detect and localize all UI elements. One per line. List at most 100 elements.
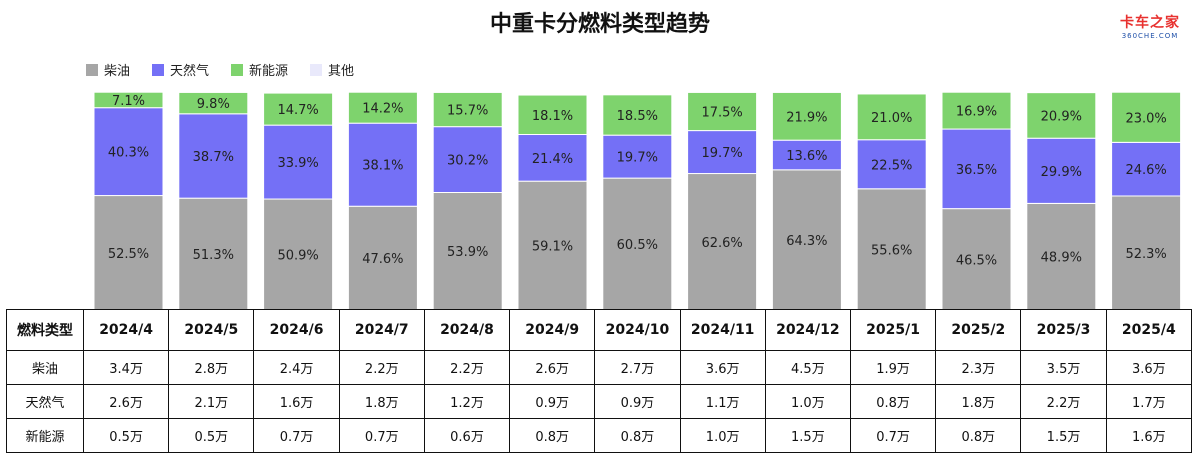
table-cell: 0.9万 bbox=[509, 384, 596, 419]
data-label: 18.5% bbox=[617, 109, 658, 124]
bar-segment bbox=[687, 173, 758, 311]
data-label: 62.6% bbox=[701, 236, 742, 251]
legend-label: 其他 bbox=[328, 64, 355, 79]
data-label: 51.3% bbox=[193, 248, 234, 263]
data-label: 13.6% bbox=[786, 149, 827, 164]
data-label: 21.0% bbox=[871, 111, 912, 126]
data-label: 19.7% bbox=[617, 151, 658, 166]
bar-segment bbox=[263, 198, 334, 311]
data-label: 23.0% bbox=[1125, 111, 1166, 126]
table-cell: 3.6万 bbox=[679, 350, 766, 385]
data-label: 36.5% bbox=[956, 163, 997, 178]
bar-segment bbox=[263, 124, 334, 200]
bar-segment bbox=[771, 139, 842, 171]
bar-segment bbox=[1111, 195, 1182, 311]
table-header-label: 燃料类型 bbox=[6, 309, 84, 351]
bar-segment bbox=[1111, 141, 1182, 197]
table-header-cell: 2024/12 bbox=[764, 309, 851, 351]
table-header-cell: 2024/8 bbox=[423, 309, 511, 351]
data-label: 38.1% bbox=[362, 159, 403, 174]
table-cell: 0.6万 bbox=[423, 418, 511, 453]
legend-swatch bbox=[231, 63, 244, 76]
bar-segment bbox=[602, 134, 673, 179]
table-cell: 0.7万 bbox=[253, 418, 340, 453]
bar-segment bbox=[771, 91, 842, 141]
table-cell: 0.8万 bbox=[509, 418, 596, 453]
table-header-cell: 2024/9 bbox=[509, 309, 596, 351]
legend-label: 柴油 bbox=[104, 64, 131, 79]
data-label: 33.9% bbox=[277, 156, 318, 171]
table-row: 天然气 2.6万 2.1万 1.6万 1.8万 1.2万 0.9万 0.9万 1.1万 1.0万 0… bbox=[6, 384, 1193, 419]
bar-segment bbox=[432, 91, 503, 128]
table-cell: 0.5万 bbox=[82, 418, 170, 453]
bar-segment bbox=[263, 92, 334, 126]
table-cell: 1.2万 bbox=[423, 384, 511, 419]
data-label: 18.1% bbox=[532, 109, 573, 124]
data-label: 59.1% bbox=[532, 240, 573, 255]
table-cell: 1.6万 bbox=[1105, 418, 1193, 453]
table-cell: 1.5万 bbox=[764, 418, 851, 453]
bar-segment bbox=[347, 122, 418, 207]
data-label: 20.9% bbox=[1041, 109, 1082, 124]
legend-item-natural-gas: 天然气 bbox=[152, 60, 209, 79]
chart-title: 中重卡分燃料类型趋势 bbox=[489, 12, 710, 37]
table-cell: 2.4万 bbox=[253, 350, 340, 385]
legend-label: 新能源 bbox=[249, 64, 289, 79]
data-label: 14.7% bbox=[277, 103, 318, 118]
data-label: 46.5% bbox=[956, 253, 997, 268]
bar-segment bbox=[1026, 92, 1097, 139]
table-cell: 4.5万 bbox=[764, 350, 851, 385]
bar-segment bbox=[687, 91, 758, 132]
data-label: 53.9% bbox=[447, 245, 488, 260]
legend-swatch bbox=[310, 63, 323, 76]
table-row-label: 柴油 bbox=[6, 350, 84, 385]
table-cell: 1.9万 bbox=[849, 350, 937, 385]
bar-segment bbox=[941, 128, 1012, 210]
bar-segment bbox=[517, 180, 588, 311]
data-label: 15.7% bbox=[447, 104, 488, 119]
bar-segment bbox=[517, 94, 588, 136]
table-header-cell: 2025/1 bbox=[849, 309, 937, 351]
table-cell: 0.8万 bbox=[594, 418, 681, 453]
table-cell: 0.8万 bbox=[935, 418, 1022, 453]
data-label: 17.5% bbox=[701, 106, 742, 121]
table-cell: 3.6万 bbox=[1105, 350, 1193, 385]
table-header-cell: 2024/7 bbox=[338, 309, 425, 351]
table-cell: 1.8万 bbox=[338, 384, 425, 419]
table-cell: 1.0万 bbox=[764, 384, 851, 419]
table-cell: 3.5万 bbox=[1020, 350, 1107, 385]
bar-segment bbox=[856, 93, 927, 141]
table-header-cell: 2024/5 bbox=[168, 309, 255, 351]
legend-item-new-energy: 新能源 bbox=[231, 60, 288, 79]
bar-segment bbox=[1111, 91, 1182, 143]
table-header-cell: 2024/10 bbox=[594, 309, 681, 351]
table-cell: 0.9万 bbox=[594, 384, 681, 419]
table-header-cell: 2025/3 bbox=[1020, 309, 1107, 351]
data-label: 16.9% bbox=[956, 105, 997, 120]
table-cell: 0.8万 bbox=[849, 384, 937, 419]
legend-item-other: 其他 bbox=[310, 60, 354, 79]
data-label: 52.5% bbox=[108, 247, 149, 262]
table-cell: 1.5万 bbox=[1020, 418, 1107, 453]
brand-logo: 卡车之家 360CHE.COM bbox=[1120, 12, 1180, 40]
table-row-label: 天然气 bbox=[6, 384, 84, 419]
table-cell: 0.7万 bbox=[338, 418, 425, 453]
data-label: 64.3% bbox=[786, 234, 827, 249]
table-header-row: 燃料类型 2024/4 2024/5 2024/6 2024/7 2024/8 2024/9… bbox=[6, 309, 1193, 351]
legend-item-diesel: 柴油 bbox=[86, 60, 130, 79]
table-cell: 1.1万 bbox=[679, 384, 766, 419]
table-cell: 0.7万 bbox=[849, 418, 937, 453]
bar-segment bbox=[517, 134, 588, 182]
data-label: 48.9% bbox=[1041, 251, 1082, 266]
table-header-cell: 2024/6 bbox=[253, 309, 340, 351]
table-cell: 2.8万 bbox=[168, 350, 255, 385]
bar-segment bbox=[941, 208, 1012, 311]
table-cell: 1.7万 bbox=[1105, 384, 1193, 419]
data-label: 55.6% bbox=[871, 243, 912, 258]
data-label: 19.7% bbox=[701, 146, 742, 161]
table-header-cell: 2024/4 bbox=[82, 309, 170, 351]
bar-segment bbox=[178, 197, 249, 311]
bar-segment bbox=[687, 130, 758, 175]
table-header-cell: 2024/11 bbox=[679, 309, 766, 351]
